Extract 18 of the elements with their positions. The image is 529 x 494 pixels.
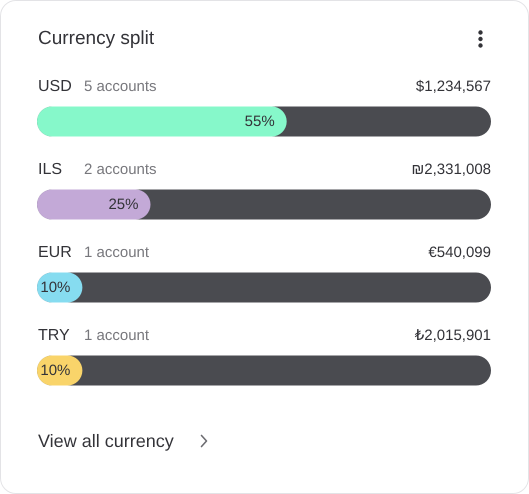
annotation: 5 accounts: [84, 77, 157, 97]
annotation: 2 accounts: [84, 160, 157, 180]
annotation: 1 account: [84, 326, 150, 346]
y-tick-label: TRY: [38, 326, 70, 346]
data-label: 25%: [108, 196, 138, 213]
y-tick-label: EUR: [38, 243, 72, 263]
data-label: 10%: [40, 279, 70, 296]
chart-title: Currency split: [38, 27, 154, 51]
annotation: €540,099: [428, 243, 491, 263]
annotation: 1 account: [84, 243, 150, 263]
annotation: $1,234,567: [416, 77, 491, 97]
data-label: 10%: [40, 362, 70, 379]
annotation: ₺2,015,901: [414, 326, 491, 346]
annotation: ₪2,331,008: [412, 160, 491, 180]
y-tick-label: USD: [38, 77, 72, 97]
text: View all currency: [38, 430, 174, 453]
data-label: 55%: [244, 113, 275, 130]
y-tick-label: ILS: [38, 160, 62, 180]
